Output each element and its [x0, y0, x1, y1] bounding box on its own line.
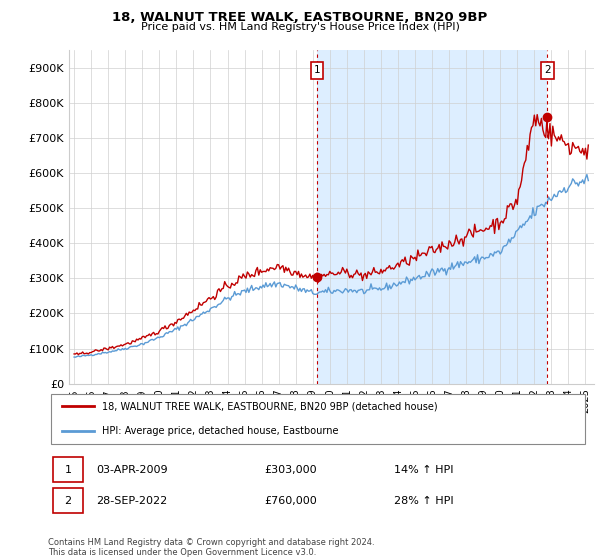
- Text: 18, WALNUT TREE WALK, EASTBOURNE, BN20 9BP (detached house): 18, WALNUT TREE WALK, EASTBOURNE, BN20 9…: [102, 402, 437, 412]
- Text: £760,000: £760,000: [264, 496, 317, 506]
- Text: 14% ↑ HPI: 14% ↑ HPI: [394, 465, 453, 475]
- Text: £303,000: £303,000: [264, 465, 317, 475]
- FancyBboxPatch shape: [53, 488, 83, 513]
- Text: 1: 1: [314, 66, 320, 76]
- FancyBboxPatch shape: [50, 394, 586, 444]
- Text: HPI: Average price, detached house, Eastbourne: HPI: Average price, detached house, East…: [102, 426, 338, 436]
- Text: Price paid vs. HM Land Registry's House Price Index (HPI): Price paid vs. HM Land Registry's House …: [140, 22, 460, 32]
- Text: 1: 1: [64, 465, 71, 475]
- Text: 2: 2: [64, 496, 71, 506]
- Text: 18, WALNUT TREE WALK, EASTBOURNE, BN20 9BP: 18, WALNUT TREE WALK, EASTBOURNE, BN20 9…: [112, 11, 488, 24]
- Text: 03-APR-2009: 03-APR-2009: [97, 465, 168, 475]
- Text: Contains HM Land Registry data © Crown copyright and database right 2024.
This d: Contains HM Land Registry data © Crown c…: [48, 538, 374, 557]
- Text: 28-SEP-2022: 28-SEP-2022: [97, 496, 168, 506]
- Text: 28% ↑ HPI: 28% ↑ HPI: [394, 496, 453, 506]
- Text: 2: 2: [544, 66, 550, 76]
- FancyBboxPatch shape: [53, 458, 83, 482]
- Bar: [317, 50, 547, 384]
